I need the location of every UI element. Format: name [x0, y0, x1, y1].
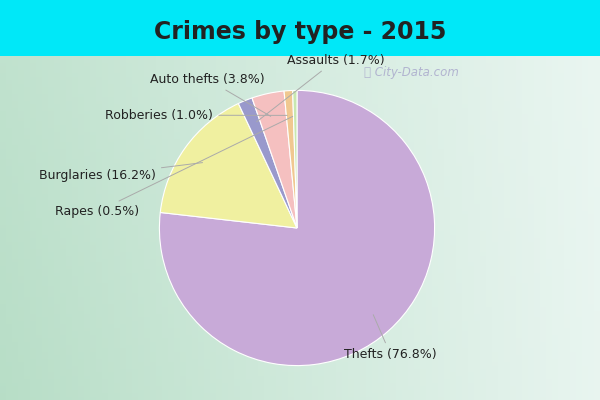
Text: Thefts (76.8%): Thefts (76.8%)	[344, 315, 437, 361]
Wedge shape	[293, 90, 297, 228]
Text: Burglaries (16.2%): Burglaries (16.2%)	[39, 162, 203, 182]
Wedge shape	[160, 104, 297, 228]
Wedge shape	[252, 91, 297, 228]
Text: Robberies (1.0%): Robberies (1.0%)	[106, 109, 287, 122]
Wedge shape	[284, 90, 297, 228]
Text: Assaults (1.7%): Assaults (1.7%)	[257, 54, 385, 122]
Text: Rapes (0.5%): Rapes (0.5%)	[55, 116, 293, 218]
Text: Crimes by type - 2015: Crimes by type - 2015	[154, 20, 446, 44]
Text: ⓘ City-Data.com: ⓘ City-Data.com	[364, 66, 458, 79]
Wedge shape	[238, 98, 297, 228]
Wedge shape	[160, 90, 434, 366]
Text: Auto thefts (3.8%): Auto thefts (3.8%)	[150, 73, 271, 116]
